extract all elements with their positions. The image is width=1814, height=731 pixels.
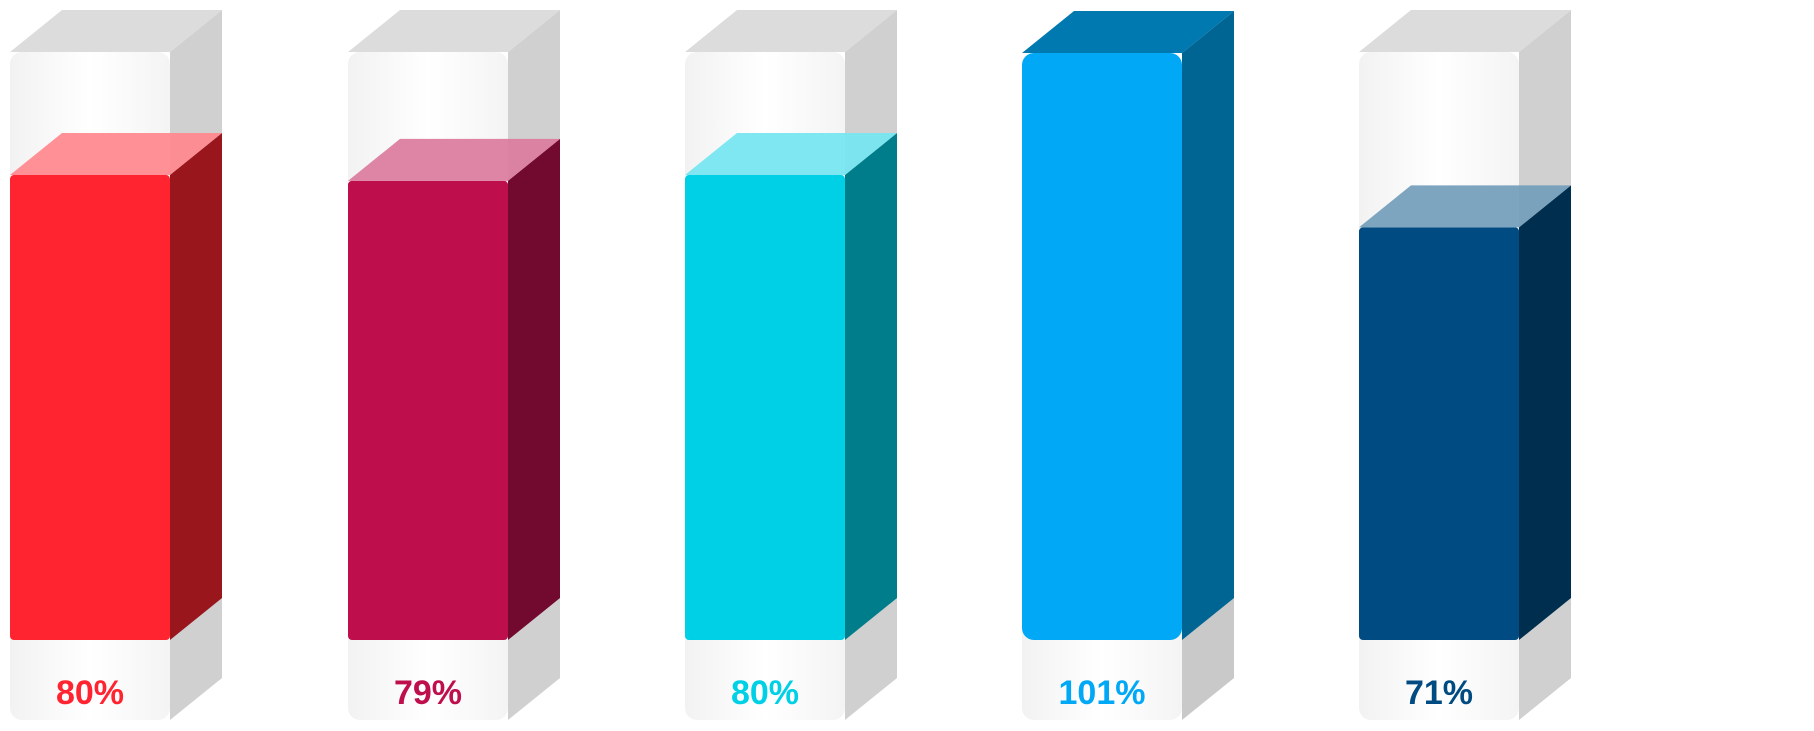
bar-top xyxy=(348,138,560,181)
bar-front xyxy=(10,175,170,640)
bar-group-5: 71% xyxy=(1359,10,1571,720)
glass-top xyxy=(1359,10,1571,52)
glass-front xyxy=(1022,620,1182,720)
glass-top xyxy=(10,10,222,52)
data-label: 80% xyxy=(56,674,124,712)
glass-top xyxy=(685,10,897,52)
data-label: 71% xyxy=(1405,674,1473,712)
bar-side xyxy=(1182,11,1234,640)
bar-top xyxy=(1359,185,1571,228)
bar-group-4: 101% xyxy=(1022,11,1234,720)
bar-group-1: 80% xyxy=(10,10,222,720)
bar-top xyxy=(685,133,897,176)
data-label: 101% xyxy=(1059,674,1146,712)
bar-side xyxy=(170,133,222,640)
bar-top xyxy=(10,133,222,176)
bar-front xyxy=(348,180,508,640)
bar-side xyxy=(1519,185,1571,640)
glass-top xyxy=(348,10,560,52)
bar-side xyxy=(845,133,897,640)
bar-front xyxy=(1359,227,1519,640)
bar-side xyxy=(508,138,560,640)
bar-front xyxy=(685,175,845,640)
data-label: 79% xyxy=(394,674,462,712)
bar-front xyxy=(1022,53,1182,640)
bar-top xyxy=(1022,11,1234,53)
bar-group-3: 80% xyxy=(685,10,897,720)
data-label: 80% xyxy=(731,674,799,712)
bar-group-2: 79% xyxy=(348,10,560,720)
